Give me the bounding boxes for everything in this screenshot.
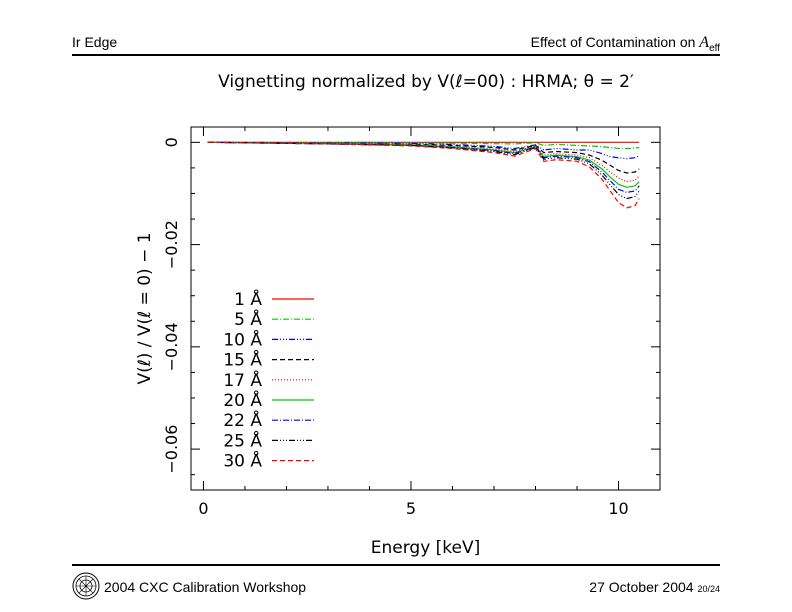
header-rule xyxy=(72,54,720,56)
legend-label-7: 22 Å xyxy=(223,409,262,431)
x-tick-label: 10 xyxy=(608,499,628,518)
y-tick-label: 0 xyxy=(162,137,181,147)
footer-rule xyxy=(72,564,720,566)
x-tick-label: 5 xyxy=(406,499,416,518)
footer-workshop-name: 2004 CXC Calibration Workshop xyxy=(104,579,307,595)
plot-frame xyxy=(190,126,661,491)
legend-label-9: 30 Å xyxy=(223,450,262,472)
series-line-4 xyxy=(207,141,640,174)
y-axis-label: V(ℓ) / V(ℓ = 0) − 1 xyxy=(135,232,155,384)
legend-label-8: 25 Å xyxy=(223,429,262,451)
series-line-9 xyxy=(207,141,640,209)
y-tick-label: −0.04 xyxy=(162,322,181,371)
legend-label-3: 10 Å xyxy=(223,328,262,350)
footer-page-number: 20/24 xyxy=(697,584,720,594)
footer-date-text: 27 October 2004 xyxy=(589,579,694,595)
workshop-seal-icon xyxy=(72,572,100,600)
legend-label-6: 20 Å xyxy=(223,389,262,411)
x-tick-label: 0 xyxy=(198,499,208,518)
series-line-2 xyxy=(207,141,640,150)
legend-label-4: 15 Å xyxy=(223,349,262,371)
footer-date: 27 October 2004 20/24 xyxy=(589,579,720,595)
series-line-6 xyxy=(207,141,640,188)
series-line-3 xyxy=(207,141,640,160)
header-right-prefix: Effect of Contamination on xyxy=(530,34,696,50)
series-line-7 xyxy=(207,141,640,194)
x-axis-label: Energy [keV] xyxy=(371,538,481,558)
series-line-5 xyxy=(207,141,640,183)
y-tick-label: −0.02 xyxy=(162,220,181,269)
series-line-8 xyxy=(207,141,640,200)
header-right-title: Effect of Contamination on Aeff xyxy=(531,34,720,54)
header-right-subscript: eff xyxy=(709,42,720,54)
legend-label-5: 17 Å xyxy=(223,369,262,391)
header-right-symbol: A xyxy=(699,34,710,51)
legend-label-2: 5 Å xyxy=(234,308,262,330)
header-left-title: Ir Edge xyxy=(72,34,118,50)
y-tick-label: −0.06 xyxy=(162,425,181,474)
legend-label-1: 1 Å xyxy=(234,288,262,310)
chart-title: Vignetting normalized by V(ℓ=00) : HRMA;… xyxy=(218,72,634,92)
